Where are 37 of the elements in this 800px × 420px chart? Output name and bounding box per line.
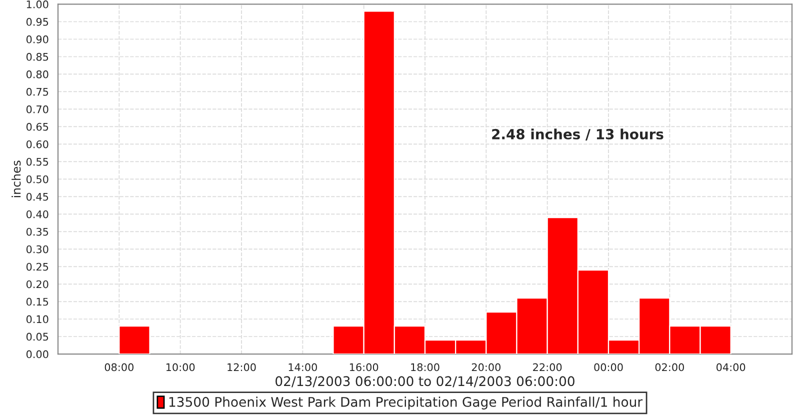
annotation: 2.48 inches / 13 hours <box>492 128 664 141</box>
y-tick-label: 0.15 <box>26 298 48 306</box>
y-tick-label: 0.80 <box>26 70 48 78</box>
x-axis-title: 02/13/2003 06:00:00 to 02/14/2003 06:00:00 <box>276 376 574 388</box>
y-axis-title: inches <box>12 160 21 198</box>
y-tick-label: 0.05 <box>26 332 48 341</box>
x-tick-label: 18:00 <box>411 363 440 372</box>
y-tick-label: 0.70 <box>26 105 48 114</box>
x-tick-label: 02:00 <box>655 363 684 372</box>
x-tick-label: 08:00 <box>104 363 134 372</box>
y-tick-label: 0.10 <box>26 315 48 324</box>
y-tick-label: 0.25 <box>26 262 48 271</box>
x-tick-label: 10:00 <box>166 363 195 372</box>
x-tick-label: 20:00 <box>472 363 500 372</box>
y-tick-label: 0.95 <box>26 18 48 26</box>
x-tick-label: 16:00 <box>350 363 378 372</box>
x-tick-label: 22:00 <box>533 363 562 372</box>
legend-label: 13500 Phoenix West Park Dam Precipitation Gage Period Rainfall/1 hour <box>169 396 643 410</box>
y-tick-label: 0.35 <box>26 228 48 236</box>
y-tick-label: 0.90 <box>26 35 48 44</box>
y-tick-label: 0.40 <box>26 210 48 218</box>
y-tick-label: 0.55 <box>26 158 48 166</box>
y-tick-label: 0.65 <box>26 122 48 131</box>
y-tick-label: 0.75 <box>26 88 48 96</box>
y-tick-label: 0.50 <box>26 175 48 184</box>
y-tick-label: 1.00 <box>26 0 48 8</box>
x-tick-label: 00:00 <box>594 363 623 372</box>
y-tick-label: 0.30 <box>26 245 48 254</box>
x-tick-label: 14:00 <box>288 363 317 372</box>
x-tick-label: 12:00 <box>228 363 256 372</box>
y-tick-label: 0.20 <box>26 280 48 288</box>
bar <box>118 326 150 354</box>
y-tick-label: 0.45 <box>26 192 48 201</box>
y-tick-label: 0.60 <box>26 140 48 148</box>
y-tick-label: 0.85 <box>26 52 48 61</box>
x-tick-label: 04:00 <box>716 363 746 372</box>
y-tick-label: 0.00 <box>26 350 48 358</box>
